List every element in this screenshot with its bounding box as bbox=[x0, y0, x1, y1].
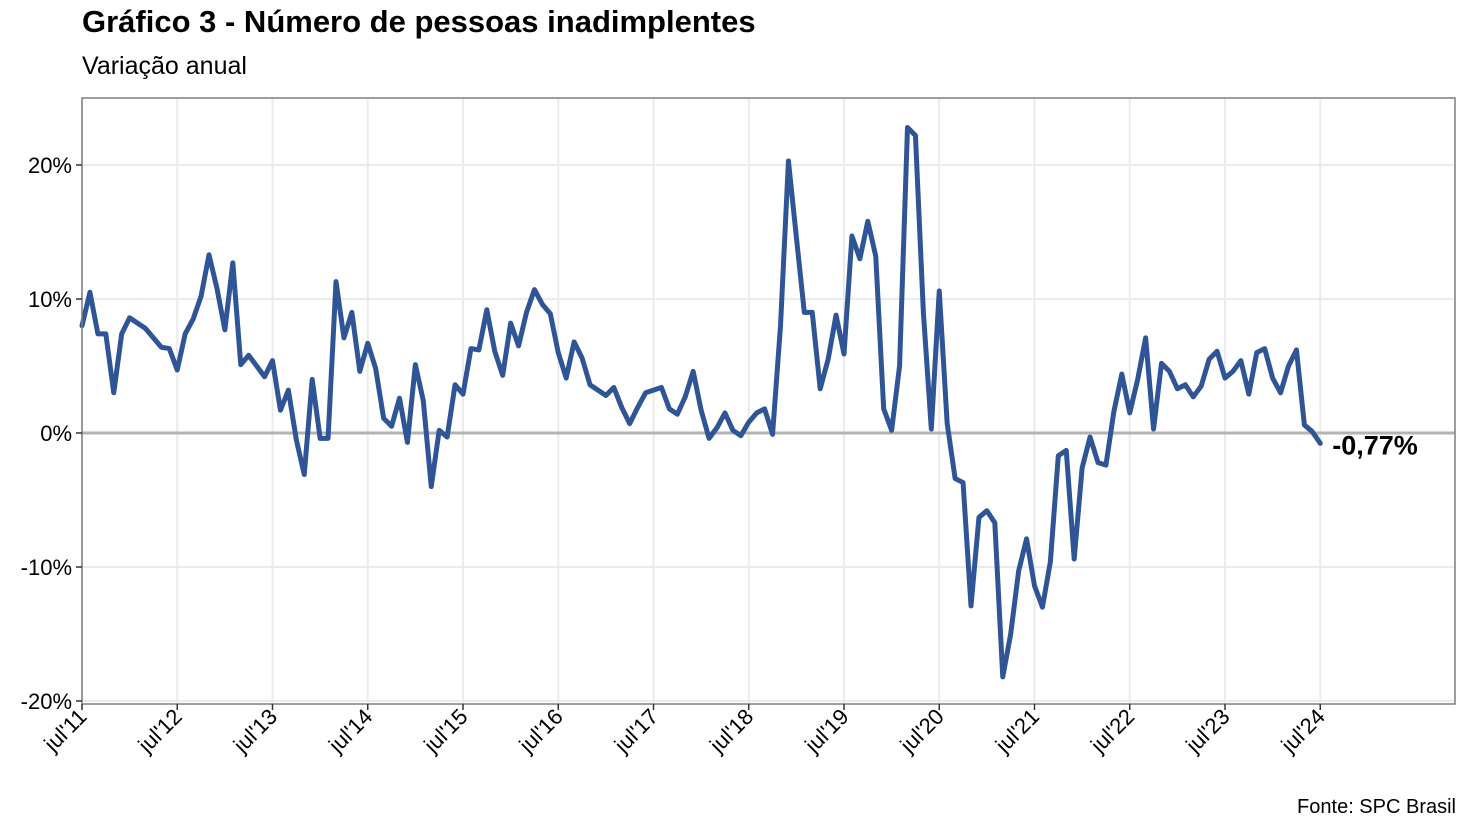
x-tick-label: jul'16 bbox=[514, 704, 568, 758]
y-tick-label: -20% bbox=[21, 689, 72, 714]
x-tick-label: jul'20 bbox=[895, 704, 949, 758]
plot-frame bbox=[81, 97, 1456, 705]
y-axis: 20% 10% 0% -10% -20% bbox=[21, 153, 82, 714]
x-tick-label: jul'19 bbox=[799, 704, 853, 758]
x-tick-label: jul'24 bbox=[1276, 704, 1330, 758]
x-tick-label: jul'13 bbox=[228, 704, 282, 758]
source-note: Fonte: SPC Brasil bbox=[1297, 796, 1456, 818]
x-tick-label: jul'12 bbox=[133, 704, 187, 758]
y-tick-label: 10% bbox=[28, 287, 72, 312]
y-tick-label: 0% bbox=[40, 421, 72, 446]
x-tick-label: jul'18 bbox=[704, 704, 758, 758]
x-tick-label: jul'21 bbox=[990, 704, 1044, 758]
series-layer bbox=[79, 124, 1323, 680]
chart-title: Gráfico 3 - Número de pessoas inadimplen… bbox=[82, 4, 756, 39]
x-tick-label: jul'14 bbox=[323, 704, 377, 758]
end-value-label: -0,77% bbox=[1332, 430, 1418, 460]
x-axis: jul'11 jul'12 jul'13 jul'14 jul'15 jul'16 jul'… bbox=[38, 704, 1329, 758]
x-tick-label: jul'15 bbox=[418, 704, 472, 758]
y-tick-label: 20% bbox=[28, 153, 72, 178]
y-tick-label: -10% bbox=[21, 555, 72, 580]
series-line bbox=[79, 124, 1323, 680]
x-tick-label: jul'17 bbox=[609, 704, 663, 758]
chart-subtitle: Variação anual bbox=[82, 52, 247, 80]
x-tick-label: jul'23 bbox=[1180, 704, 1234, 758]
x-tick-label: jul'22 bbox=[1085, 704, 1139, 758]
